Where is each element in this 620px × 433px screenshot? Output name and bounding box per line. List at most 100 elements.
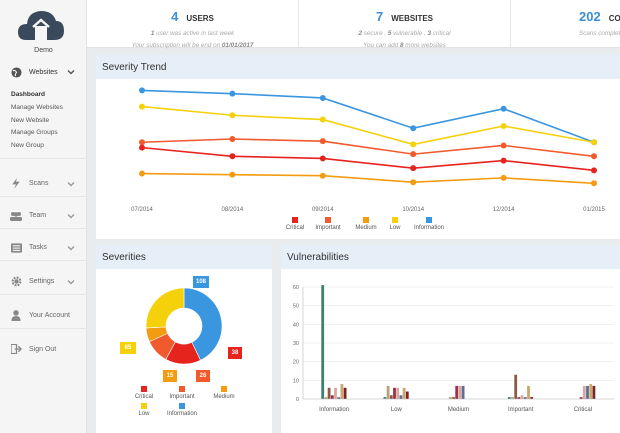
bar-y-tick: 20 (293, 360, 299, 366)
bar-low (402, 387, 406, 399)
trend-point-important (500, 142, 507, 149)
user-name: Demo (34, 47, 53, 54)
sev-legend-low-swatch (141, 403, 147, 409)
sev-legend-important-label: Important (169, 394, 195, 400)
trend-x-tick: 09/2014 (312, 207, 334, 213)
nav-tasks[interactable]: Tasks (0, 235, 87, 261)
trend-point-medium (139, 170, 145, 177)
nav-websites[interactable]: Websites (0, 59, 87, 85)
bar-x-tick: Important (508, 407, 534, 413)
submenu-manage-websites[interactable]: Manage Websites (11, 103, 63, 111)
websites-submenu: Dashboard Manage Websites New Website Ma… (11, 89, 63, 153)
bar-x-tick: Critical (574, 407, 592, 413)
bar-important (507, 397, 511, 399)
legend-critical-label: Critical (285, 225, 305, 231)
trend-point-important (229, 136, 236, 142)
trend-point-medium (410, 179, 417, 186)
bar-critical (586, 385, 589, 399)
vulnerabilities-title: Vulnerabilities (281, 245, 620, 269)
bar-y-tick: 0 (296, 397, 299, 403)
nav-settings[interactable]: Settings (0, 269, 87, 295)
trend-line-low (141, 105, 595, 146)
vulnerabilities-bar-chart: 0 10 20 30 40 50 60 Information Low Medium Importa… (293, 285, 614, 413)
trend-line-medium (141, 172, 595, 185)
bar-medium (455, 385, 459, 399)
severities-title: Severities (96, 245, 272, 269)
nav-team[interactable]: Team (0, 203, 87, 229)
submenu-dashboard[interactable]: Dashboard (11, 91, 45, 98)
chevron-down-icon (67, 246, 75, 251)
trend-point-low (229, 112, 236, 119)
bar-medium (452, 397, 455, 399)
bar-important (527, 385, 530, 399)
trend-point-medium (229, 171, 236, 178)
trend-point-medium (319, 172, 326, 179)
stat-users-label: USERS (186, 14, 214, 23)
stat-users-value: 4 (171, 9, 179, 24)
sev-legend-medium-label: Medium (213, 394, 235, 400)
legend-low-swatch (392, 217, 398, 223)
bar-important (517, 397, 521, 399)
nav-scans[interactable]: Scans (0, 171, 87, 197)
sev-legend-critical-label: Critical (134, 394, 154, 400)
trend-point-information (229, 90, 236, 97)
badge-low-value: 65 (124, 345, 132, 351)
stat-completed: 202 CO Scans complete (511, 0, 620, 47)
donut-slice-low (145, 287, 185, 329)
severity-trend-chart: 07/2014 08/2014 09/2014 10/2014 12/2014 01/20… (131, 87, 606, 213)
trend-point-critical (229, 153, 236, 160)
chevron-down-icon (67, 70, 75, 75)
sev-legend-information-swatch (179, 403, 185, 409)
badge-critical: 38 (228, 347, 242, 359)
bar-important (530, 397, 534, 399)
bar-low (405, 391, 409, 399)
submenu-manage-groups[interactable]: Manage Groups (11, 129, 58, 137)
nav-your-account[interactable]: Your Account (0, 303, 87, 329)
trend-point-information (319, 94, 326, 101)
legend-low: Low (384, 217, 406, 231)
severities-legend: Critical Important Medium Low Informatio… (130, 386, 246, 417)
stat-users-line2: Your subscription will be end on 01/01/2… (131, 42, 254, 49)
stat-websites-line1: 2 secure , 5 vulnerable , 3 critical (358, 30, 451, 37)
badge-important-value: 26 (199, 373, 207, 379)
cloud-logo-icon (18, 11, 64, 40)
stat-websites: 7 WEBSITES 2 secure , 5 vulnerable , 3 cr… (299, 0, 511, 49)
badge-medium-value: 15 (166, 373, 174, 379)
bar-low (383, 397, 387, 399)
team-icon (10, 210, 22, 222)
stat-completed-line1: Scans complete (579, 30, 620, 37)
nav-scans-label: Scans (29, 180, 49, 187)
submenu-new-website[interactable]: New Website (11, 116, 50, 124)
divider (0, 158, 87, 159)
severities-panel: Severities 108 65 38 15 26 Critical Impo… (96, 245, 272, 433)
trend-x-tick: 07/2014 (131, 207, 153, 213)
sev-legend-medium: Medium (206, 386, 242, 400)
chevron-down-icon (67, 214, 75, 219)
bar-low (399, 395, 403, 399)
bar-medium (448, 397, 452, 399)
nav-sign-out[interactable]: Sign Out (0, 336, 87, 362)
bar-low (389, 395, 393, 399)
trend-line-information (141, 89, 595, 143)
bar-information (324, 397, 328, 399)
bar-medium (461, 385, 465, 399)
trend-point-important (591, 153, 597, 160)
bar-y-tick: 50 (293, 304, 299, 310)
legend-medium-label: Medium (355, 225, 377, 231)
bar-information (321, 285, 325, 399)
trend-point-critical (410, 165, 417, 172)
legend-important: Important (308, 217, 348, 231)
bar-information (327, 387, 331, 399)
severity-trend-title: Severity Trend (96, 55, 620, 79)
stat-completed-value: 202 (579, 9, 601, 24)
tasks-icon (10, 242, 22, 254)
trend-line-critical (141, 146, 595, 172)
bar-information (340, 384, 344, 399)
bar-low (386, 385, 390, 399)
submenu-new-group[interactable]: New Group (11, 142, 44, 150)
nav-your-account-label: Your Account (29, 312, 70, 319)
severity-trend-legend: Critical Important Medium Low Informatio… (282, 217, 452, 231)
bar-critical (579, 397, 583, 399)
bar-medium (458, 385, 462, 399)
severity-trend-panel: Severity Trend 07/2014 08/2014 09/2014 10/2… (96, 55, 620, 239)
